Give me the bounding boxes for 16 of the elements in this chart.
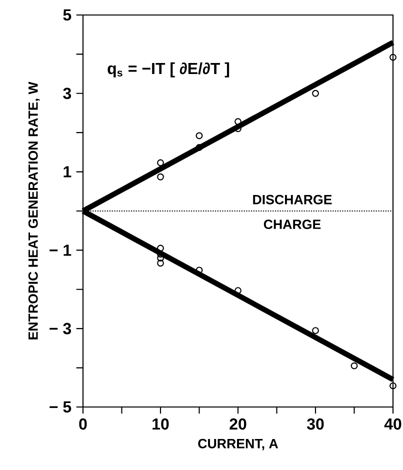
x-tick-label: 0 xyxy=(79,418,87,430)
y-tick-label: 3 xyxy=(63,88,72,100)
x-tick-label: 40 xyxy=(384,418,402,430)
x-tick-label: 30 xyxy=(306,418,324,430)
y-tick-label: 5 xyxy=(63,9,72,21)
y-axis-title: ENTROPIC HEAT GENERATION RATE, W xyxy=(28,82,40,340)
x-tick-label: 20 xyxy=(230,418,246,430)
x-tick-label: 10 xyxy=(152,418,169,430)
annotation: CHARGE xyxy=(264,220,321,230)
y-tick-label: − 1 xyxy=(50,244,72,256)
annotation: DISCHARGE xyxy=(253,194,332,204)
x-axis-title: CURRENT, A xyxy=(198,438,278,450)
y-tick-label: − 5 xyxy=(50,401,72,413)
annotation: q$_{s}$ = −IT [ ∂E/∂T ] xyxy=(108,62,230,78)
y-tick-label: − 3 xyxy=(50,322,72,334)
y-tick-label: 1 xyxy=(64,166,72,178)
